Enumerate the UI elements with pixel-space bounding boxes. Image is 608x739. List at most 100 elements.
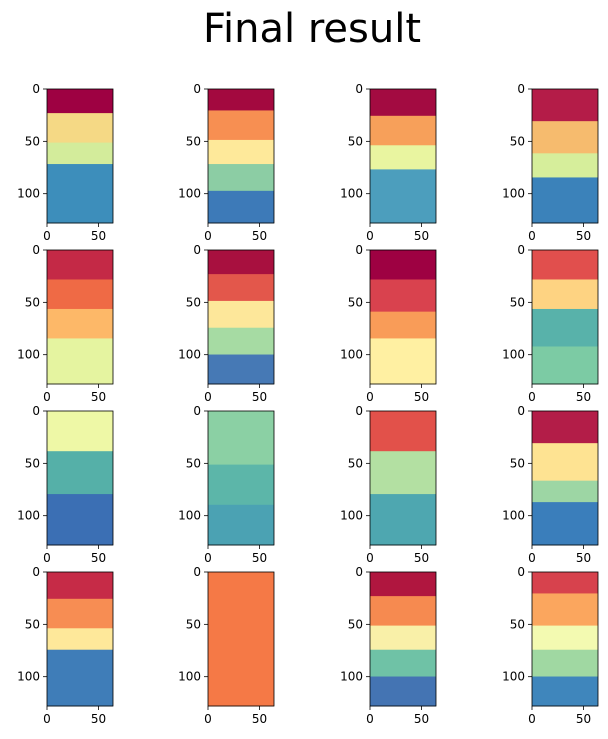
panel-14-xtick-label: 0 (204, 712, 212, 726)
panel-9-ytick-label: 50 (25, 456, 40, 470)
panel-9-band-2 (47, 451, 113, 495)
panel-8-ytick-label: 0 (517, 243, 525, 257)
panel-11-ytick-label: 0 (355, 404, 363, 418)
panel-6-band-5 (208, 354, 274, 385)
panel-3-xtick-label: 0 (366, 229, 374, 243)
panel-16: 0 50 0 50 100 (502, 565, 599, 726)
panel-16-ytick-label: 100 (502, 670, 525, 684)
panel-15-band-3 (370, 625, 436, 651)
panel-7-frame (369, 249, 437, 385)
panel-6-ytick-label: 100 (178, 348, 201, 362)
panel-11: 0 50 0 50 100 (340, 404, 437, 565)
panel-15-ytick-label: 50 (348, 617, 363, 631)
panel-14-ytick-label: 0 (193, 565, 201, 579)
panel-7-band-2 (370, 279, 436, 313)
panel-9-band-3 (47, 494, 113, 546)
panel-3-ytick-label: 0 (355, 82, 363, 96)
panel-16-band-2 (532, 593, 598, 627)
panel-3-band-3 (370, 145, 436, 170)
panel-7-xtick-label: 0 (366, 390, 374, 404)
panel-1-band-4 (47, 164, 113, 224)
panel-2-band-5 (208, 190, 274, 224)
panel-1-ytick-label: 100 (17, 187, 40, 201)
panel-10-xtick-label: 50 (252, 551, 267, 565)
panel-2-xtick-label: 0 (204, 229, 212, 243)
panel-8-ytick-label: 100 (502, 348, 525, 362)
panel-4-ytick-label: 0 (517, 82, 525, 96)
panel-15-xtick-label: 50 (414, 712, 429, 726)
panel-13-ytick-label: 100 (17, 670, 40, 684)
panel-5-ytick-label: 0 (32, 243, 40, 257)
panel-11-ytick-label: 100 (340, 509, 363, 523)
panel-4-band-1 (532, 89, 598, 122)
panel-15-band-1 (370, 572, 436, 597)
panel-11-ytick-label: 50 (348, 456, 363, 470)
panel-10-frame (207, 410, 275, 546)
panel-1-frame (46, 88, 114, 224)
panel-7-ytick-label: 0 (355, 243, 363, 257)
panel-4-band-3 (532, 153, 598, 178)
panel-11-band-2 (370, 451, 436, 495)
panel-15-band-5 (370, 676, 436, 707)
panel-8-ytick-label: 50 (510, 295, 525, 309)
panel-3-band-4 (370, 169, 436, 224)
panel-13-ytick-label: 0 (32, 565, 40, 579)
panel-4-xtick-label: 0 (528, 229, 536, 243)
panel-3-ytick-label: 50 (348, 134, 363, 148)
panel-16-xtick-label: 0 (528, 712, 536, 726)
panel-2-xtick-label: 50 (252, 229, 267, 243)
panel-7-ytick-label: 50 (348, 295, 363, 309)
panel-8: 0 50 0 50 100 (502, 243, 599, 404)
panel-4-ytick-label: 50 (510, 134, 525, 148)
panel-14-xtick-label: 50 (252, 712, 267, 726)
panel-6-band-1 (208, 250, 274, 275)
panel-12-ytick-label: 100 (502, 509, 525, 523)
panel-13-band-2 (47, 598, 113, 629)
panel-12-ytick-label: 0 (517, 404, 525, 418)
panel-12-frame (531, 410, 599, 546)
panel-13-band-3 (47, 628, 113, 651)
panel-7-band-4 (370, 338, 436, 385)
panel-2-ytick-label: 50 (186, 134, 201, 148)
panel-5-ytick-label: 100 (17, 348, 40, 362)
panel-15: 0 50 0 50 100 (340, 565, 437, 726)
panel-15-band-4 (370, 649, 436, 678)
panel-6-xtick-label: 0 (204, 390, 212, 404)
panel-8-band-4 (532, 346, 598, 385)
panel-13-frame (46, 571, 114, 707)
panel-16-frame (531, 571, 599, 707)
panel-4-band-2 (532, 121, 598, 154)
panel-9-frame (46, 410, 114, 546)
panel-4-xtick-label: 50 (576, 229, 591, 243)
panel-15-band-2 (370, 596, 436, 627)
panel-1-xtick-label: 50 (91, 229, 106, 243)
panel-2-band-1 (208, 89, 274, 111)
panel-11-xtick-label: 0 (366, 551, 374, 565)
panel-4-frame (531, 88, 599, 224)
panel-5-band-3 (47, 308, 113, 339)
panel-6-band-4 (208, 327, 274, 356)
panel-6-frame (207, 249, 275, 385)
panel-6-band-2 (208, 274, 274, 302)
panel-8-band-2 (532, 279, 598, 310)
panel-2-band-3 (208, 139, 274, 165)
panel-3: 0 50 0 50 100 (340, 82, 437, 243)
panel-14-ytick-label: 50 (186, 617, 201, 631)
panel-12: 0 50 0 50 100 (502, 404, 599, 565)
panel-16-band-1 (532, 572, 598, 594)
panel-15-ytick-label: 100 (340, 670, 363, 684)
panel-13-ytick-label: 50 (25, 617, 40, 631)
panel-3-band-2 (370, 115, 436, 146)
panel-6: 0 50 0 50 100 (178, 243, 275, 404)
panel-6-band-3 (208, 300, 274, 329)
panel-10-ytick-label: 100 (178, 509, 201, 523)
panel-16-xtick-label: 50 (576, 712, 591, 726)
panel-16-ytick-label: 50 (510, 617, 525, 631)
panel-10-band-2 (208, 464, 274, 506)
panel-12-band-3 (532, 480, 598, 503)
panel-14-ytick-label: 100 (178, 670, 201, 684)
panel-9-ytick-label: 0 (32, 404, 40, 418)
panel-2-frame (207, 88, 275, 224)
panel-5: 0 50 0 50 100 (17, 243, 114, 404)
panel-1-band-3 (47, 142, 113, 165)
